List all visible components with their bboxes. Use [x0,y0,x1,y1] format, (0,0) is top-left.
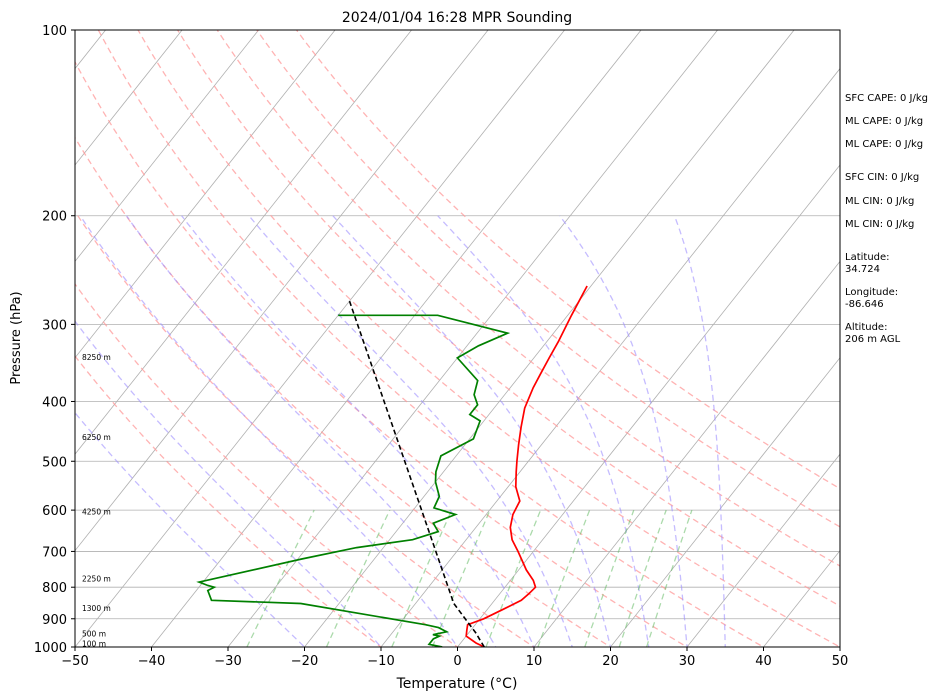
x-tick-label: 10 [526,654,543,669]
moist-adiabat [125,215,497,647]
x-tick-label: −40 [138,654,165,669]
x-tick-label: −10 [367,654,394,669]
moist-adiabat [332,215,612,647]
mixing-ratio-line [584,509,635,647]
mixing-ratio-line [618,509,667,647]
x-axis-label: Temperature (°C) [396,676,518,692]
latitude-label: Latitude: [845,252,890,263]
x-tick-label: 0 [453,654,461,669]
moist-adiabat [75,320,382,647]
dewpoint-profile [196,314,511,647]
x-tick-label: 20 [602,654,619,669]
longitude-value: -86.646 [845,299,884,310]
y-tick-label: 500 [42,455,67,470]
x-tick-label: −20 [291,654,318,669]
mixing-ratio-line [645,509,693,647]
sfc-cin-text: SFC CIN: 0 J/kg [845,172,920,183]
y-tick-label: 100 [42,24,67,39]
mixing-ratio-line [431,509,491,647]
isotherm [303,30,795,647]
plot-frame [74,29,841,648]
height-label: 500 m [82,630,106,639]
y-tick-label: 200 [42,210,67,225]
dry-adiabat [295,30,840,490]
moist-adiabat [673,215,726,647]
dry-adiabat [75,136,612,647]
dry-adiabat [75,210,536,647]
ml-cin-text: ML CIN: 0 J/kg [845,196,915,207]
isotherm [533,260,840,647]
altitude-value: 206 m AGL [845,334,901,345]
y-tick-label: 300 [42,318,67,333]
isotherm [75,30,413,455]
moist-adiabat [79,215,459,647]
y-tick-label: 900 [42,613,67,628]
height-label: 4250 m [82,507,111,516]
isotherm [609,357,840,647]
sfc-cape-text: SFC CAPE: 0 J/kg [845,93,928,104]
mixing-ratio-line [325,509,391,647]
height-label: 6250 m [82,433,111,442]
ml-cin-text-2: ML CIN: 0 J/kg [845,219,915,230]
dry-adiabat [75,60,689,647]
ml-cape-text-2: ML CAPE: 0 J/kg [845,139,924,150]
y-tick-label: 1000 [34,641,67,656]
mixing-ratio-line [485,509,542,647]
isotherm [227,30,719,647]
ml-cape-text: ML CAPE: 0 J/kg [845,116,924,127]
mixing-ratio-line [391,509,453,647]
longitude-label: Longitude: [845,287,899,298]
dry-adiabat [176,30,840,607]
isotherm [456,164,840,647]
x-tick-label: −30 [214,654,241,669]
x-tick-label: −50 [61,654,88,669]
moist-adiabat [75,411,306,647]
moist-adiabat [181,215,535,647]
y-tick-label: 400 [42,395,67,410]
moist-adiabat [437,215,650,647]
dry-adiabat [97,30,765,647]
x-tick-label: 40 [755,654,772,669]
isotherm [75,30,260,263]
y-tick-label: 700 [42,545,67,560]
x-tick-label: 50 [832,654,849,669]
isotherm [75,30,183,166]
altitude-label: Altitude: [845,322,888,333]
isotherm [686,453,840,647]
moist-adiabat [559,215,688,647]
dry-adiabat [75,282,459,647]
latitude-value: 34.724 [845,264,880,275]
mixing-ratio-line [537,509,591,647]
mixing-ratio-line [246,509,315,647]
moist-adiabat [248,215,573,647]
y-axis-label: Pressure (hPa) [9,291,24,384]
x-tick-label: 30 [679,654,696,669]
height-label: 1300 m [82,604,111,613]
y-tick-label: 800 [42,581,67,596]
dry-adiabat [75,355,383,647]
chart-title: 2024/01/04 16:28 MPR Sounding [342,10,572,26]
temperature-profile [465,285,588,647]
dry-adiabat [137,30,840,647]
height-label: 8250 m [82,353,111,362]
isotherm [150,30,642,647]
grid-layer [75,30,840,647]
isotherm [75,30,336,359]
dry-adiabat [216,30,840,567]
isotherm [75,30,489,552]
y-tick-label: 600 [42,504,67,519]
data-layer [196,285,588,647]
height-label: 100 m [82,639,106,648]
dry-adiabat [256,30,840,528]
indices-panel: SFC CAPE: 0 J/kg ML CAPE: 0 J/kg ML CAPE… [845,0,947,700]
isotherm [75,30,566,647]
isotherm [380,67,840,647]
height-label: 2250 m [82,575,111,584]
